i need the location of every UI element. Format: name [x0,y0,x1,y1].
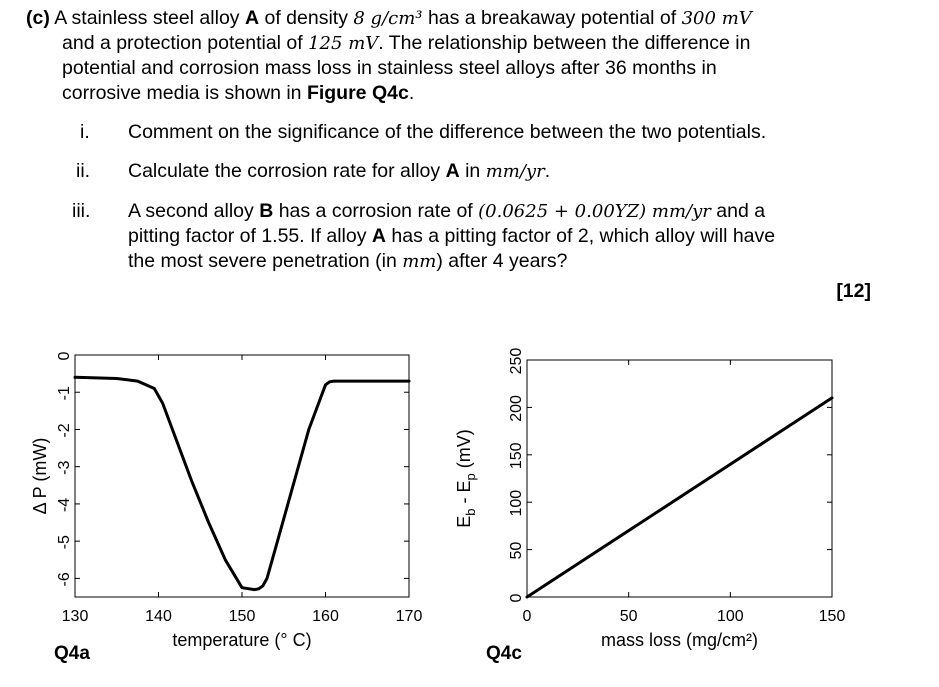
protection-value: 125 mV [308,33,379,54]
y-tick-label: -1 [56,386,73,400]
figure-q4c-chart: 0 50 100 150 0 50 100 150 200 250 mass loss (mg/cm… [454,348,846,650]
y-tick-label: 0 [56,351,73,360]
x-axis-label: temperature (° C) [172,630,311,650]
y-axis-label: Eb - Ep (mV) [454,429,478,528]
intro-text: A stainless steel alloy [54,7,240,29]
item-iii-line-1: A second alloy B has a corrosion rate of… [128,199,888,224]
item-iii-line-3: the most severe penetration (in mm) afte… [128,249,888,274]
item-text: in [465,160,481,182]
density-value: 8 g/cm³ [353,8,423,29]
item-numeral-ii: ii. [76,160,91,182]
x-tick-label: 130 [62,608,89,625]
intro-paragraph: (c) A stainless steel alloy A of density… [26,6,886,106]
x-axis-label: mass loss (mg/cm²) [601,630,758,650]
y-tick-label: 100 [508,490,525,517]
intro-text: and a protection potential of [62,32,303,54]
item-text: has a corrosion rate of [278,200,473,222]
item-text: Calculate the corrosion rate for alloy [128,160,441,182]
y-tick-label: 50 [508,542,525,560]
breakaway-value: 300 mV [681,8,752,29]
alloy-a-label: A [445,160,460,182]
item-text: . [544,160,551,182]
y-tick-label: -6 [56,572,73,586]
item-i-text: Comment on the significance of the diffe… [128,121,767,143]
y-tick-label: -5 [56,535,73,549]
item-text: has a pitting factor of 2, which alloy w… [391,225,776,247]
series-line [73,375,411,592]
unit-text: mm/yr [485,161,545,182]
item-text: the most severe penetration (in [128,250,397,272]
item-text: and a [716,200,766,222]
marks-label: [12] [836,280,871,302]
rate-expression: (0.0625 + 0.00YZ) mm/yr [478,201,711,222]
series-line [525,396,834,599]
intro-line-2: and a protection potential of 125 mV. Th… [26,31,886,56]
intro-line-1: (c) A stainless steel alloy A of density… [26,6,886,31]
figure-q4a-label: Q4a [54,643,90,664]
x-tick-label: 160 [312,608,339,625]
intro-text: corrosive media is shown in [62,82,302,104]
intro-line-3: potential and corrosion mass loss in sta… [26,56,886,81]
figure-q4c-label: Q4c [486,643,522,664]
x-tick-label: 170 [396,608,423,625]
figure-reference: Figure Q4c [306,82,409,104]
alloy-b-label: B [259,200,274,222]
y-tick-label: 250 [508,348,525,375]
plot-frame [74,354,410,598]
unit-text: mm [402,251,437,272]
y-tick-label: -2 [56,423,73,437]
intro-text: . [408,82,415,104]
alloy-a-label: A [244,7,260,29]
x-tick-label: 150 [229,608,256,625]
item-text: A second alloy [128,200,254,222]
item-text: ) after 4 years? [436,250,568,272]
y-tick-label: -3 [56,460,73,474]
y-tick-label: 200 [508,395,525,422]
x-tick-label: 150 [819,608,846,625]
part-label: (c) [26,7,50,29]
x-tick-label: 50 [620,608,638,625]
item-numeral-iii: iii. [72,200,91,222]
item-ii-text: Calculate the corrosion rate for alloy A… [128,159,550,184]
item-numeral-i: i. [80,121,90,143]
intro-line-4: corrosive media is shown in Figure Q4c. [26,81,886,106]
alloy-a-label: A [371,225,386,247]
y-tick-label: 150 [508,442,525,469]
intro-text: has a breakaway potential of [427,7,677,29]
figure-q4a-chart: 130 140 150 160 170 0 -1 -2 -3 -4 -5 -6 temperature … [30,351,423,650]
y-tick-label: 0 [508,593,525,602]
x-tick-label: 0 [523,608,532,625]
y-tick-label: -4 [56,498,73,512]
x-tick-label: 140 [145,608,172,625]
plot-frame [526,359,833,598]
item-iii-text: A second alloy B has a corrosion rate of… [128,199,888,274]
intro-text: of density [264,7,348,29]
intro-text: . The relationship between the differenc… [378,32,751,54]
y-axis-label: Δ P (mW) [30,438,50,515]
intro-text: potential and corrosion mass loss in sta… [62,57,717,79]
item-iii-line-2: pitting factor of 1.55. If alloy A has a… [128,224,888,249]
x-tick-label: 100 [717,608,744,625]
item-text: pitting factor of 1.55. If alloy [128,225,367,247]
